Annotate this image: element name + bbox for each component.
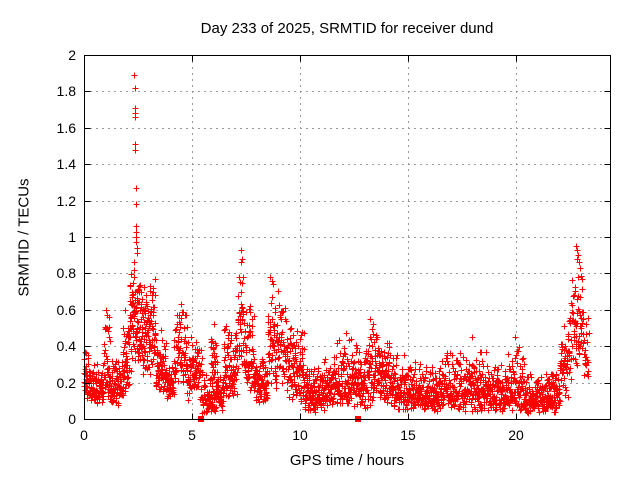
grid-lines [84,55,610,419]
y-tick-label-0.4: 0.4 [56,338,76,354]
y-tick-label-0.6: 0.6 [56,302,76,318]
y-tick-label-0: 0 [68,411,76,427]
x-tick-label-10: 10 [292,427,308,443]
x-tick-label-20: 20 [508,427,524,443]
x-tick-label-5: 5 [188,427,196,443]
y-tick-label-1.8: 1.8 [56,83,76,99]
axis-box [84,55,611,420]
x-axis-label: GPS time / hours [289,452,405,469]
chart-title: Day 233 of 2025, SRMTID for receiver dun… [200,20,494,37]
y-tick-label-1: 1 [68,229,76,245]
y-tick-label-0.8: 0.8 [56,265,76,281]
y-tick-label-2: 2 [68,47,76,63]
scatter-points [81,72,593,417]
y-tick-label-0.2: 0.2 [56,375,76,391]
x-tick-label-0: 0 [80,427,88,443]
y-tick-label-1.6: 1.6 [56,120,76,136]
y-tick-label-1.2: 1.2 [56,193,76,209]
y-tick-label-1.4: 1.4 [56,156,76,172]
x-tick-label-15: 15 [400,427,416,443]
